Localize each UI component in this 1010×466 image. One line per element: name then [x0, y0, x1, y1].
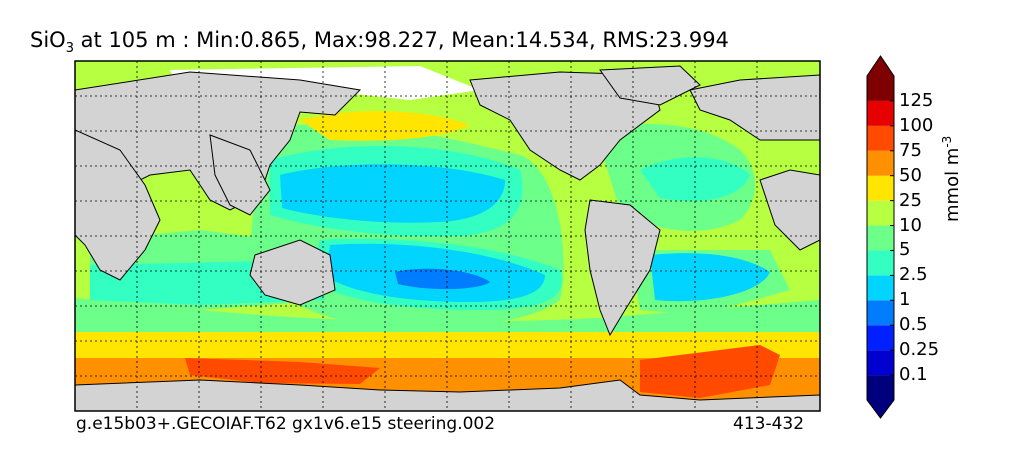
colorbar-tick-label: 0.25	[899, 339, 940, 361]
map-frame	[74, 60, 821, 412]
case-name: g.e15b03+.GECOIAF.T62 gx1v6.e15 steering…	[76, 414, 496, 434]
colorbar-tick-label: 50	[899, 164, 922, 186]
land-africa	[75, 129, 161, 281]
plot-title: SiO3 at 105 m : Min:0.865, Max:98.227, M…	[30, 28, 729, 57]
colorbar-tick-label: 1	[899, 289, 911, 311]
land-australia	[249, 239, 336, 306]
colorbar-segment	[867, 225, 894, 251]
graticule	[75, 61, 820, 411]
gyre-north-pacific-cyan	[280, 164, 505, 223]
colorbar-frame	[866, 55, 895, 419]
colorbar-tick-label: 0.5	[899, 314, 928, 336]
colorbar-segment	[867, 150, 894, 176]
colorbar-tick-label: 25	[899, 189, 922, 211]
arctic-ice	[170, 66, 480, 100]
gyre-north-atlantic-teal	[640, 157, 750, 201]
colorbar-segment	[867, 125, 894, 151]
colorbar-tick-label: 10	[899, 214, 922, 236]
band-south-red-pacific	[185, 358, 380, 384]
colorbar-tick-label: 125	[899, 89, 934, 111]
colorbar-segment	[867, 200, 894, 226]
land-africa-east	[759, 169, 820, 251]
colorbar-over-arrow	[867, 56, 894, 76]
colorbar-tick-label: 0.1	[899, 364, 928, 386]
colorbar-tick-label: 100	[899, 114, 934, 136]
year-range: 413-432	[733, 414, 805, 434]
colorbar-segment	[867, 300, 894, 326]
band-south-red-weddell	[640, 345, 780, 398]
colorbar-segment	[867, 250, 894, 276]
land-europe-east	[689, 74, 820, 141]
colorbar-tick-label: 2.5	[899, 264, 928, 286]
colorbar-under-arrow	[867, 400, 894, 418]
colorbar-segment	[867, 76, 894, 101]
colorbar-segment	[867, 175, 894, 201]
colorbar-units: mmol m-3	[940, 135, 963, 222]
land-south-america	[584, 199, 661, 337]
gyre-south-pacific-core	[395, 268, 490, 290]
colorbar-segment	[867, 375, 894, 400]
band-south-green	[75, 298, 820, 332]
band-north-pacific-yellow	[300, 110, 470, 141]
land-greenland	[599, 65, 701, 106]
colorbar-segment	[867, 275, 894, 301]
gyre-south-atlantic-cyan	[650, 253, 770, 302]
colorbar-segment	[867, 100, 894, 126]
land-india-asia	[209, 134, 271, 216]
colorbar-tick-label: 75	[899, 139, 922, 161]
colorbar-tick-label: 5	[899, 239, 911, 261]
colorbar-segment	[867, 350, 894, 376]
colorbar-segment	[867, 325, 894, 351]
